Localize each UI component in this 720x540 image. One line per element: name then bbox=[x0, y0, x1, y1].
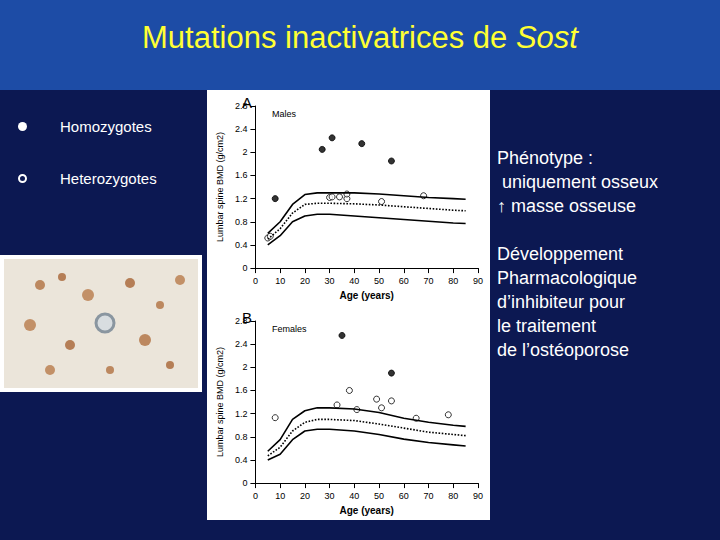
html-text:Homozygotes: Homozygotes bbox=[60, 118, 152, 135]
html-text:↑ masse osseuse: ↑ masse osseuse bbox=[497, 196, 637, 216]
svg-text:1.6: 1.6 bbox=[235, 385, 248, 395]
svg-text:0.8: 0.8 bbox=[235, 217, 248, 227]
svg-text:20: 20 bbox=[300, 276, 310, 286]
svg-text:10: 10 bbox=[275, 491, 285, 501]
svg-text:30: 30 bbox=[325, 276, 335, 286]
svg-text:80: 80 bbox=[448, 491, 458, 501]
svg-text:1.2: 1.2 bbox=[235, 194, 248, 204]
html-text:d’inhibiteur pour: d’inhibiteur pour bbox=[497, 292, 626, 312]
svg-text:0: 0 bbox=[242, 478, 247, 488]
svg-text:90: 90 bbox=[473, 276, 483, 286]
html-text:Développement: Développement bbox=[497, 244, 624, 264]
svg-text:B: B bbox=[242, 309, 252, 326]
svg-text:Age (years): Age (years) bbox=[339, 290, 393, 301]
html-text:de l’ostéoporose: de l’ostéoporose bbox=[497, 340, 630, 360]
svg-text:70: 70 bbox=[424, 491, 434, 501]
html-text:Phénotype :: Phénotype : bbox=[497, 148, 594, 168]
svg-text:10: 10 bbox=[275, 276, 285, 286]
svg-text:0.4: 0.4 bbox=[235, 455, 248, 465]
svg-text:90: 90 bbox=[473, 491, 483, 501]
svg-text:30: 30 bbox=[325, 491, 335, 501]
svg-text:0: 0 bbox=[253, 491, 258, 501]
svg-text:2: 2 bbox=[242, 147, 247, 157]
html-text:Pharmacologique: Pharmacologique bbox=[497, 268, 638, 288]
svg-text:70: 70 bbox=[424, 276, 434, 286]
svg-text:80: 80 bbox=[448, 276, 458, 286]
svg-text:Age (years): Age (years) bbox=[339, 505, 393, 516]
svg-text:Females: Females bbox=[272, 324, 307, 334]
svg-text:60: 60 bbox=[399, 491, 409, 501]
svg-text:Lumbar spine BMD (g/cm2): Lumbar spine BMD (g/cm2) bbox=[215, 347, 225, 457]
svg-text:0.8: 0.8 bbox=[235, 432, 248, 442]
svg-text:40: 40 bbox=[349, 491, 359, 501]
svg-text:2: 2 bbox=[242, 362, 247, 372]
svg-text:2.4: 2.4 bbox=[235, 124, 248, 134]
svg-text:50: 50 bbox=[374, 276, 384, 286]
svg-text:0.4: 0.4 bbox=[235, 240, 248, 250]
svg-text:A: A bbox=[242, 94, 252, 111]
html-text:Mutations inactivatrices de So: Mutations inactivatrices de Sost bbox=[142, 20, 578, 55]
svg-text:40: 40 bbox=[349, 276, 359, 286]
svg-text:2.4: 2.4 bbox=[235, 339, 248, 349]
svg-text:60: 60 bbox=[399, 276, 409, 286]
svg-text:1.6: 1.6 bbox=[235, 170, 248, 180]
svg-text:0: 0 bbox=[242, 263, 247, 273]
svg-text:Lumbar spine BMD (g/cm2): Lumbar spine BMD (g/cm2) bbox=[215, 132, 225, 242]
svg-text:50: 50 bbox=[374, 491, 384, 501]
html-text:Heterozygotes: Heterozygotes bbox=[60, 170, 157, 187]
svg-text:20: 20 bbox=[300, 491, 310, 501]
svg-text:Males: Males bbox=[272, 109, 297, 119]
html-text:le traitement: le traitement bbox=[497, 316, 596, 336]
svg-text:0: 0 bbox=[253, 276, 258, 286]
svg-text:1.2: 1.2 bbox=[235, 409, 248, 419]
html-text:uniquement osseux: uniquement osseux bbox=[497, 172, 659, 192]
